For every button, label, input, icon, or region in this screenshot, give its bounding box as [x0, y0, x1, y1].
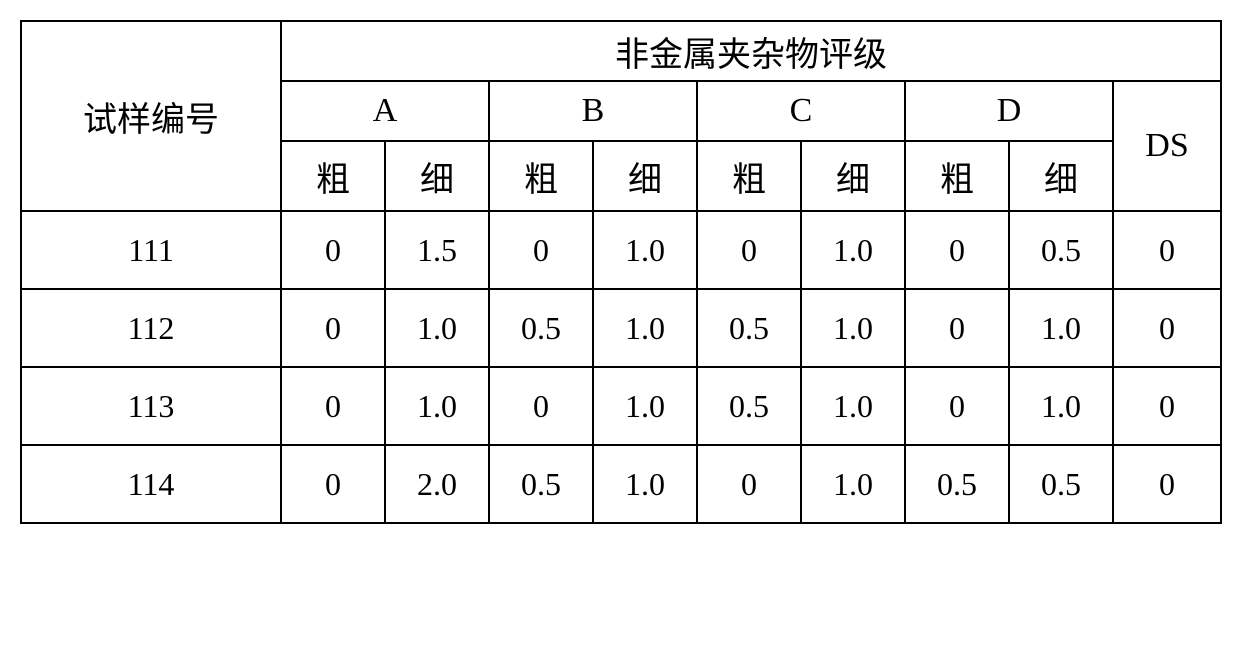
table-row: 111 0 1.5 0 1.0 0 1.0 0 0.5 0 — [21, 211, 1221, 289]
table-body: 111 0 1.5 0 1.0 0 1.0 0 0.5 0 112 0 1.0 … — [21, 211, 1221, 523]
cell-a-fine: 2.0 — [385, 445, 489, 523]
cell-b-fine: 1.0 — [593, 289, 697, 367]
cell-b-coarse: 0 — [489, 211, 593, 289]
cell-b-coarse: 0.5 — [489, 445, 593, 523]
cell-d-fine: 1.0 — [1009, 289, 1113, 367]
cell-b-fine: 1.0 — [593, 367, 697, 445]
cell-a-coarse: 0 — [281, 367, 385, 445]
header-b-coarse: 粗 — [489, 141, 593, 211]
cell-d-fine: 1.0 — [1009, 367, 1113, 445]
cell-d-fine: 0.5 — [1009, 211, 1113, 289]
cell-ds: 0 — [1113, 445, 1221, 523]
header-a-fine: 细 — [385, 141, 489, 211]
cell-c-coarse: 0.5 — [697, 367, 801, 445]
table-row: 113 0 1.0 0 1.0 0.5 1.0 0 1.0 0 — [21, 367, 1221, 445]
cell-d-coarse: 0.5 — [905, 445, 1009, 523]
cell-a-fine: 1.0 — [385, 289, 489, 367]
cell-c-coarse: 0 — [697, 445, 801, 523]
cell-c-coarse: 0.5 — [697, 289, 801, 367]
cell-b-fine: 1.0 — [593, 211, 697, 289]
table-row: 112 0 1.0 0.5 1.0 0.5 1.0 0 1.0 0 — [21, 289, 1221, 367]
header-group-b: B — [489, 81, 697, 141]
cell-d-coarse: 0 — [905, 367, 1009, 445]
cell-d-fine: 0.5 — [1009, 445, 1113, 523]
cell-b-coarse: 0.5 — [489, 289, 593, 367]
header-group-a: A — [281, 81, 489, 141]
cell-a-coarse: 0 — [281, 289, 385, 367]
cell-a-fine: 1.5 — [385, 211, 489, 289]
cell-a-fine: 1.0 — [385, 367, 489, 445]
cell-a-coarse: 0 — [281, 445, 385, 523]
header-c-coarse: 粗 — [697, 141, 801, 211]
cell-b-fine: 1.0 — [593, 445, 697, 523]
cell-ds: 0 — [1113, 289, 1221, 367]
cell-a-coarse: 0 — [281, 211, 385, 289]
header-c-fine: 细 — [801, 141, 905, 211]
table-row: 114 0 2.0 0.5 1.0 0 1.0 0.5 0.5 0 — [21, 445, 1221, 523]
cell-sample-id: 111 — [21, 211, 281, 289]
header-group-d: D — [905, 81, 1113, 141]
header-a-coarse: 粗 — [281, 141, 385, 211]
cell-c-coarse: 0 — [697, 211, 801, 289]
header-group-c: C — [697, 81, 905, 141]
cell-ds: 0 — [1113, 211, 1221, 289]
cell-d-coarse: 0 — [905, 289, 1009, 367]
cell-sample-id: 113 — [21, 367, 281, 445]
header-d-coarse: 粗 — [905, 141, 1009, 211]
header-rating-title: 非金属夹杂物评级 — [281, 21, 1221, 81]
cell-c-fine: 1.0 — [801, 367, 905, 445]
cell-ds: 0 — [1113, 367, 1221, 445]
header-b-fine: 细 — [593, 141, 697, 211]
cell-d-coarse: 0 — [905, 211, 1009, 289]
cell-sample-id: 114 — [21, 445, 281, 523]
inclusion-rating-table: 试样编号 非金属夹杂物评级 A B C D DS 粗 细 粗 细 粗 细 粗 细… — [20, 20, 1222, 524]
cell-sample-id: 112 — [21, 289, 281, 367]
cell-b-coarse: 0 — [489, 367, 593, 445]
cell-c-fine: 1.0 — [801, 289, 905, 367]
header-ds: DS — [1113, 81, 1221, 211]
header-sample: 试样编号 — [21, 21, 281, 211]
cell-c-fine: 1.0 — [801, 211, 905, 289]
cell-c-fine: 1.0 — [801, 445, 905, 523]
header-d-fine: 细 — [1009, 141, 1113, 211]
